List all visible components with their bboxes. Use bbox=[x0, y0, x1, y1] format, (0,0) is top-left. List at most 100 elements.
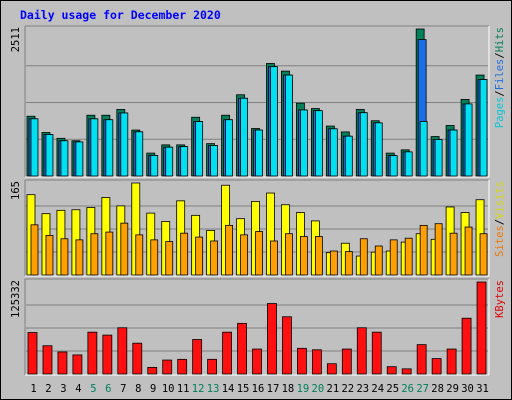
pages-bar bbox=[45, 134, 54, 177]
x-tick-label: 22 bbox=[341, 383, 354, 395]
pages-bar bbox=[270, 66, 278, 177]
x-tick-label: 12 bbox=[192, 383, 205, 395]
sites-bar bbox=[90, 233, 99, 276]
pages-bar bbox=[419, 121, 428, 177]
pages-bar bbox=[120, 112, 129, 177]
top-ymax-label: 2511 bbox=[10, 27, 22, 52]
kbytes-bar bbox=[371, 331, 382, 375]
x-tick-label: 23 bbox=[356, 383, 369, 395]
kbytes-bar bbox=[416, 344, 427, 375]
pages-bar bbox=[374, 122, 383, 177]
bottom-panel: 125332 KBytes bbox=[10, 278, 506, 376]
sites-bar bbox=[404, 237, 413, 276]
kbytes-bar bbox=[282, 316, 292, 375]
kbytes-bar bbox=[386, 366, 397, 375]
middle-series-legend: Sites/Visits bbox=[494, 181, 506, 257]
kbytes-bar bbox=[446, 348, 457, 375]
x-tick-label: 15 bbox=[237, 383, 250, 395]
pages-bar bbox=[449, 129, 458, 177]
x-tick-label: 7 bbox=[120, 383, 126, 395]
sites-bar bbox=[270, 240, 278, 276]
sites-bar bbox=[359, 238, 368, 276]
x-tick-label: 2 bbox=[45, 383, 51, 395]
kbytes-bar bbox=[401, 368, 412, 375]
sites-bar bbox=[225, 224, 233, 276]
kbytes-bar bbox=[57, 351, 68, 375]
top-legend-files: Files bbox=[494, 59, 506, 91]
top-legend-pages: Pages bbox=[494, 97, 506, 129]
kbytes-bar bbox=[87, 331, 98, 375]
x-tick-label: 10 bbox=[162, 383, 175, 395]
bottom-legend-kbytes: KBytes bbox=[494, 280, 506, 318]
chart-title: Daily usage for December 2020 bbox=[20, 8, 221, 22]
x-tick-label: 21 bbox=[327, 383, 340, 395]
pages-bar bbox=[314, 110, 323, 177]
pages-bar bbox=[150, 155, 159, 177]
pages-bar bbox=[434, 139, 443, 177]
kbytes-bar bbox=[252, 348, 262, 375]
sites-bar bbox=[120, 222, 129, 276]
x-tick-label: 25 bbox=[386, 383, 399, 395]
middle-legend-separator: / bbox=[494, 219, 506, 225]
pages-bar bbox=[90, 118, 99, 177]
pages-bar bbox=[344, 135, 353, 177]
sites-bar bbox=[314, 236, 323, 276]
sites-bar bbox=[105, 231, 114, 276]
kbytes-bar bbox=[326, 363, 337, 375]
kbytes-bar bbox=[207, 358, 218, 375]
top-series-legend: Pages/Files/Hits bbox=[494, 27, 506, 128]
kbytes-bar bbox=[476, 281, 487, 375]
pages-bar bbox=[479, 79, 488, 177]
top-legend-hits: Hits bbox=[494, 27, 506, 52]
x-tick-label: 19 bbox=[297, 383, 310, 395]
x-tick-label: 14 bbox=[222, 383, 235, 395]
sites-bar bbox=[434, 223, 443, 276]
x-tick-label: 18 bbox=[282, 383, 295, 395]
pages-bar bbox=[225, 119, 233, 177]
x-tick-label: 28 bbox=[431, 383, 444, 395]
x-tick-label: 26 bbox=[401, 383, 414, 395]
sites-bar bbox=[180, 232, 189, 276]
sites-bar bbox=[210, 240, 219, 276]
sites-bar bbox=[60, 238, 69, 276]
middle-legend-visits: Visits bbox=[494, 181, 506, 219]
sites-bar bbox=[240, 234, 248, 276]
sites-bar bbox=[45, 235, 54, 276]
sites-bar bbox=[344, 251, 353, 276]
pages-bar bbox=[60, 140, 69, 177]
x-tick-label: 8 bbox=[135, 383, 141, 395]
kbytes-bar bbox=[117, 327, 128, 375]
sites-bar bbox=[135, 234, 144, 276]
sites-bar bbox=[30, 224, 39, 276]
bottom-series-legend: KBytes bbox=[494, 280, 506, 318]
x-tick-label: 30 bbox=[461, 383, 474, 395]
pages-bar bbox=[359, 112, 368, 177]
kbytes-bar bbox=[297, 347, 307, 375]
pages-bar bbox=[329, 128, 338, 177]
kbytes-bar bbox=[72, 354, 83, 375]
x-tick-label: 3 bbox=[60, 383, 66, 395]
kbytes-bar bbox=[42, 345, 53, 375]
pages-bar bbox=[300, 109, 308, 177]
top-legend-separator: / bbox=[494, 52, 506, 58]
bottom-ymax-label: 125332 bbox=[10, 280, 22, 318]
pages-bar bbox=[165, 146, 174, 177]
kbytes-bar bbox=[222, 331, 232, 375]
x-tick-label: 13 bbox=[207, 383, 220, 395]
pages-bar bbox=[105, 119, 114, 177]
sites-bar bbox=[150, 239, 159, 276]
sites-bar bbox=[464, 226, 473, 276]
pages-bar bbox=[30, 118, 39, 177]
kbytes-bar bbox=[177, 358, 188, 375]
sites-bar bbox=[195, 236, 204, 276]
top-legend-separator: / bbox=[494, 90, 506, 96]
sites-bar bbox=[75, 239, 84, 276]
middle-ymax-label: 165 bbox=[10, 181, 22, 200]
sites-bar bbox=[255, 231, 263, 276]
x-tick-label: 6 bbox=[105, 383, 111, 395]
middle-panel: 165 Sites/Visits bbox=[10, 179, 506, 277]
sites-bar bbox=[419, 224, 428, 276]
x-tick-label: 29 bbox=[446, 383, 459, 395]
